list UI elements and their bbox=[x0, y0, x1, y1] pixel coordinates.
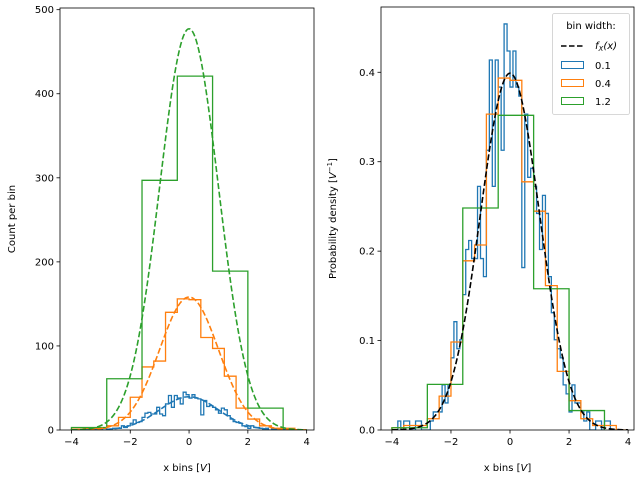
legend-label-1.2: 1.2 bbox=[595, 97, 611, 108]
legend-box bbox=[552, 13, 630, 115]
legend-pdf-label: fX(x) bbox=[595, 41, 617, 53]
histogram-bin-width-0.4 bbox=[391, 77, 629, 430]
x-tick-label: 2 bbox=[245, 437, 251, 448]
x-tick-label: −2 bbox=[123, 437, 138, 448]
x-tick-label: 4 bbox=[303, 437, 309, 448]
left-y-axis-label: Count per bin bbox=[7, 185, 18, 253]
y-tick-label: 400 bbox=[35, 89, 54, 100]
legend-label-0.1: 0.1 bbox=[595, 61, 611, 72]
y-tick-label: 500 bbox=[35, 5, 54, 16]
right-axes-frame bbox=[380, 6, 635, 431]
pdf-curve bbox=[391, 72, 629, 430]
y-tick-label: 0.4 bbox=[359, 68, 375, 79]
pdf-curve-bin-width-0.1 bbox=[71, 395, 307, 430]
right-axes-density: −4 −2 0 2 4 0.0 0.1 0.2 0.3 0.4 Probability densi… bbox=[326, 6, 635, 474]
pdf-curve-bin-width-1.2 bbox=[71, 27, 307, 430]
histogram-bin-width-1.2 bbox=[391, 114, 606, 430]
x-tick-label: 0 bbox=[186, 437, 192, 448]
x-tick-label: 2 bbox=[566, 437, 572, 448]
legend-swatch-1.2 bbox=[561, 97, 584, 105]
pdf-curve-bin-width-0.4 bbox=[71, 296, 307, 430]
y-tick-label: 0.3 bbox=[359, 157, 375, 168]
x-tick-label: −2 bbox=[444, 437, 459, 448]
right-x-axis-label: x bins [V] bbox=[484, 463, 532, 474]
y-tick-label: 0 bbox=[48, 426, 54, 437]
y-tick-label: 300 bbox=[35, 173, 54, 184]
legend-swatch-0.1 bbox=[561, 61, 584, 69]
y-tick-label: 200 bbox=[35, 257, 54, 268]
histogram-bin-width-1.2 bbox=[70, 75, 284, 430]
y-tick-label: 0.0 bbox=[359, 426, 375, 437]
right-y-axis-label: Probability density [V−1] bbox=[326, 158, 339, 279]
left-axes-frame bbox=[59, 7, 315, 431]
y-tick-label: 0.1 bbox=[359, 336, 375, 347]
x-tick-label: 4 bbox=[625, 437, 631, 448]
legend-swatch-0.4 bbox=[561, 79, 584, 87]
left-axes-count: −4 −2 0 2 4 0 100 200 300 400 500 Count per bin x … bbox=[7, 5, 315, 474]
legend: bin width: fX(x) 0.1 0.4 1.2 bbox=[552, 13, 630, 115]
legend-label-0.4: 0.4 bbox=[595, 79, 611, 90]
left-ticks: −4 −2 0 2 4 0 100 200 300 400 500 bbox=[35, 5, 310, 448]
right-plot-area bbox=[391, 23, 629, 430]
x-tick-label: 0 bbox=[507, 437, 513, 448]
x-tick-label: −4 bbox=[64, 437, 79, 448]
right-ticks: −4 −2 0 2 4 0.0 0.1 0.2 0.3 0.4 bbox=[359, 68, 631, 448]
legend-title: bin width: bbox=[566, 21, 616, 32]
left-plot-area bbox=[70, 27, 307, 430]
x-tick-label: −4 bbox=[385, 437, 400, 448]
left-x-axis-label: x bins [V] bbox=[163, 463, 211, 474]
y-tick-label: 0.2 bbox=[359, 247, 375, 258]
y-tick-label: 100 bbox=[35, 341, 54, 352]
